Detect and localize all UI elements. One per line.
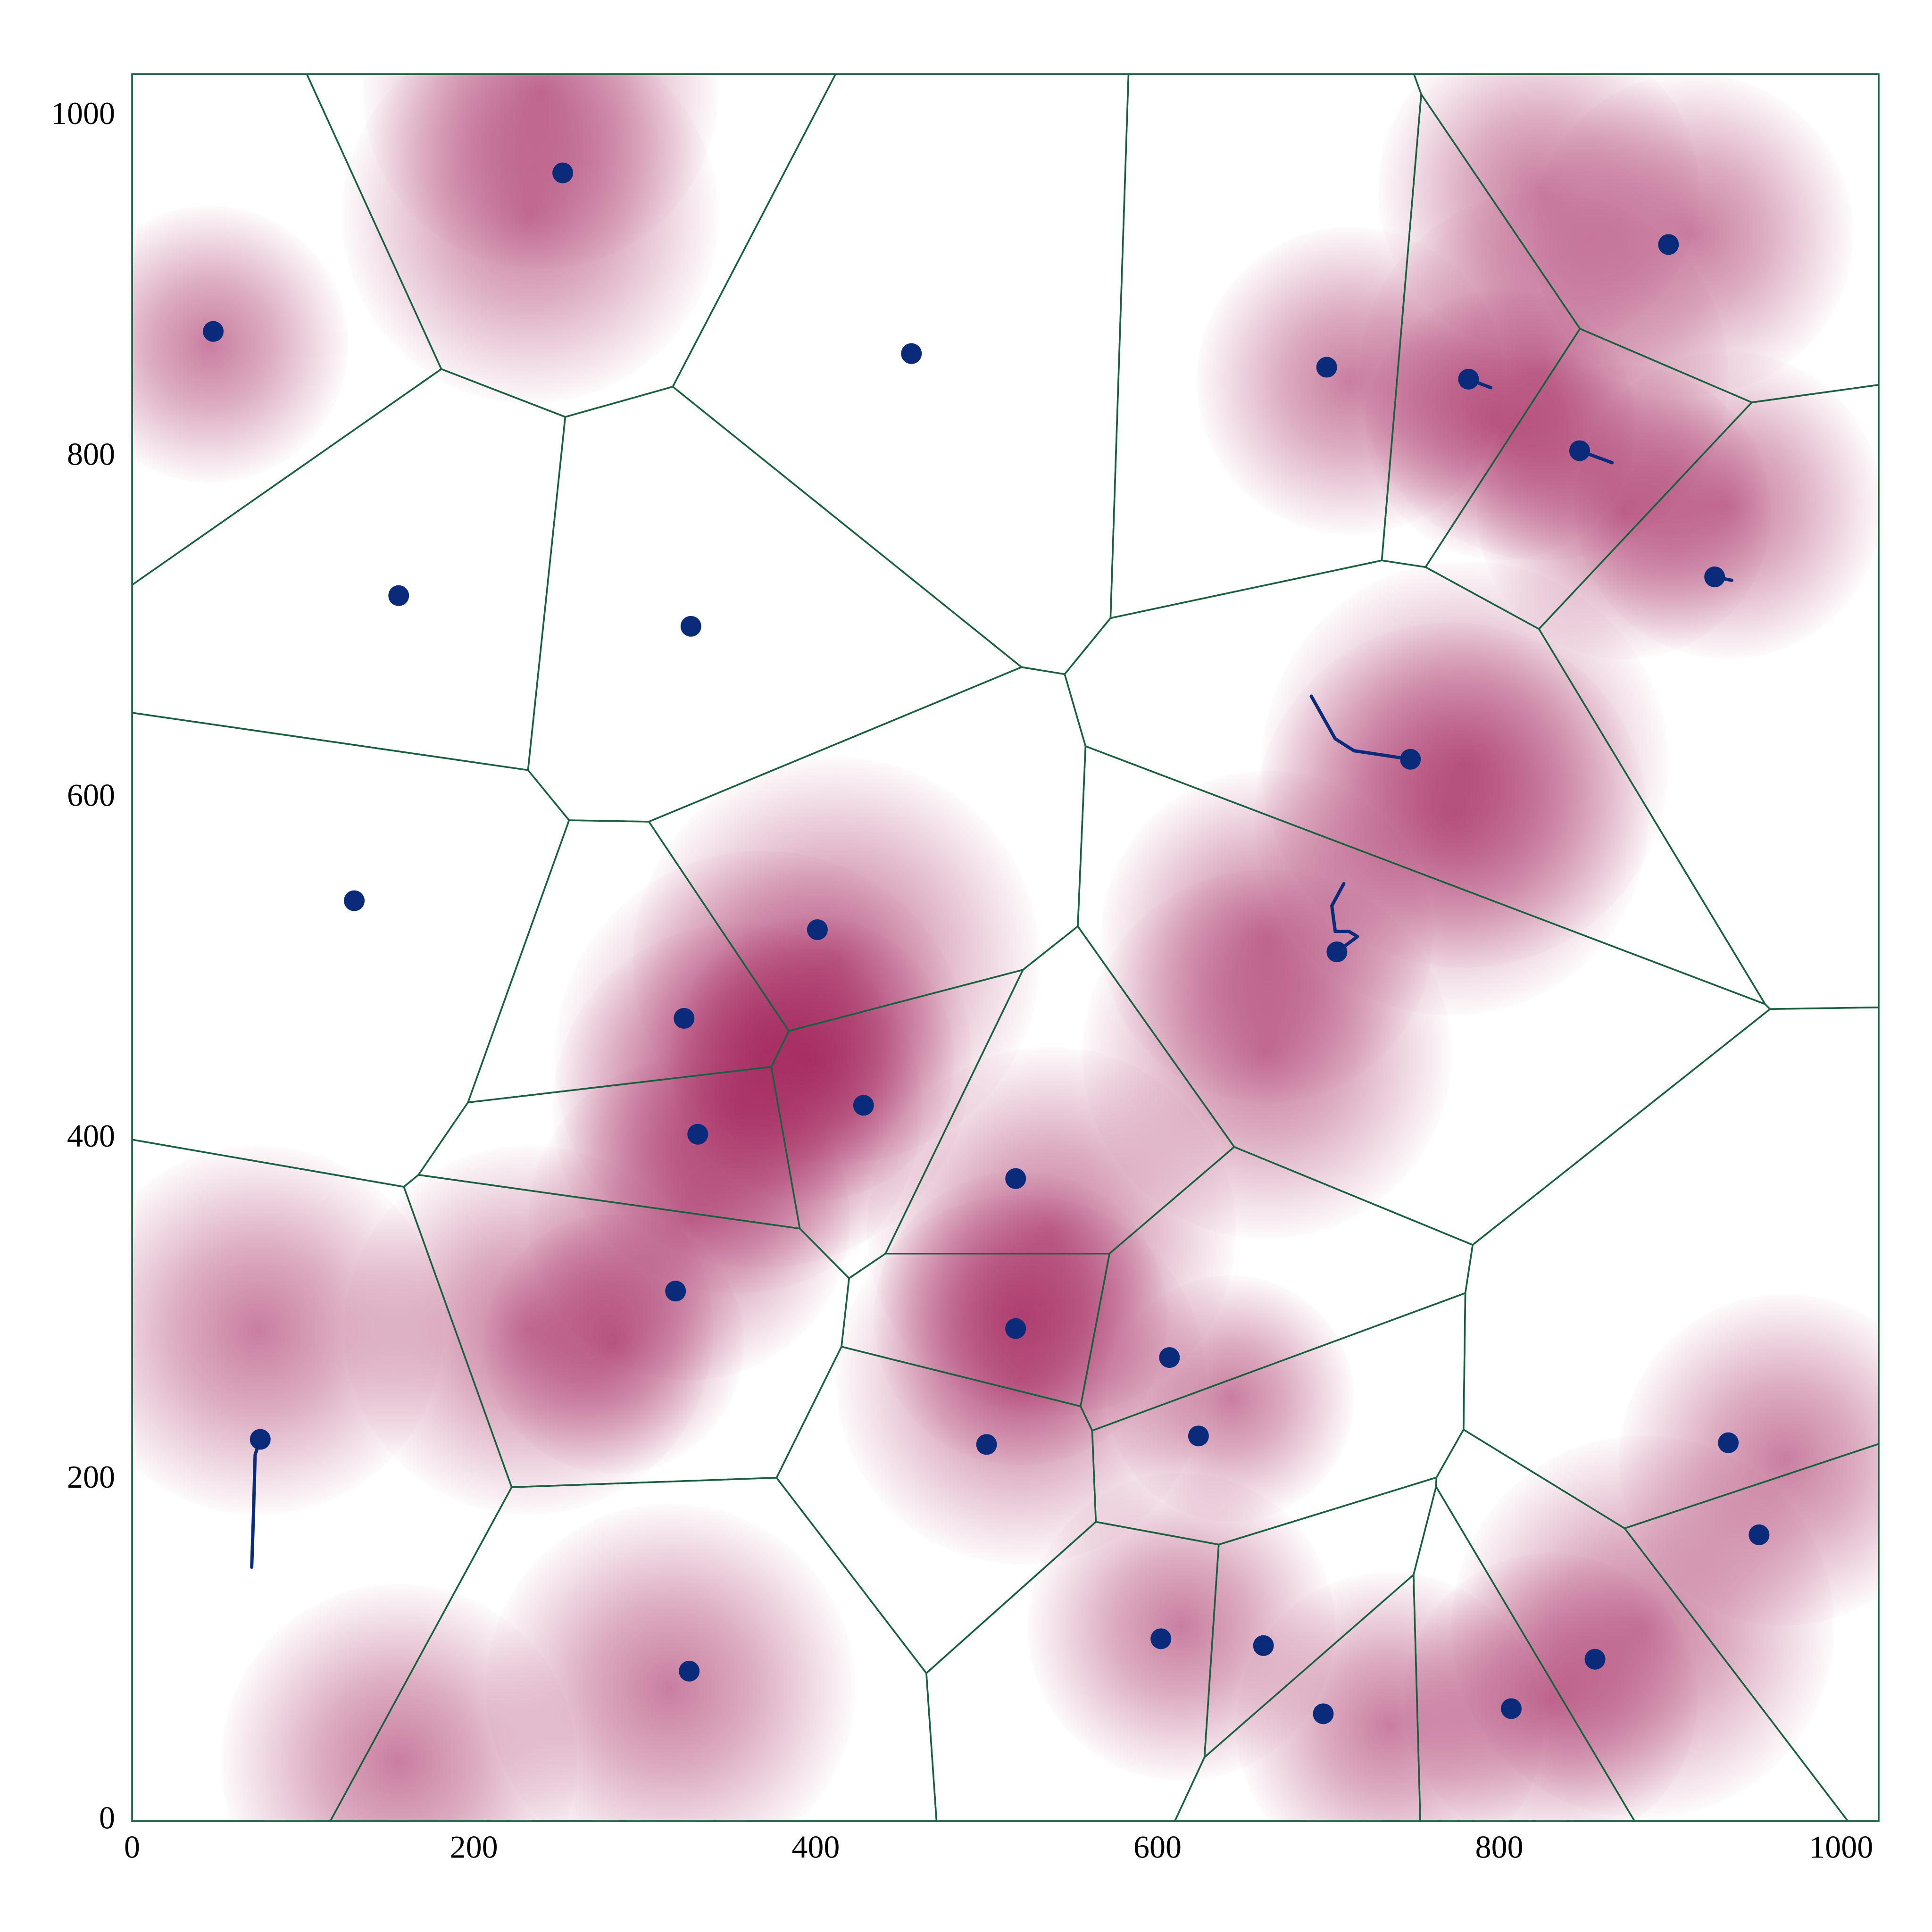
point	[1253, 1635, 1274, 1656]
density-blob	[836, 1195, 1206, 1565]
point	[680, 616, 701, 637]
x-tick-label: 400	[791, 1829, 840, 1865]
y-tick-label: 600	[67, 777, 115, 813]
x-tick-label: 1000	[1809, 1829, 1873, 1865]
trail	[1309, 694, 1412, 761]
voronoi-cell	[329, 1477, 938, 1821]
point	[901, 343, 922, 364]
point	[1159, 1347, 1180, 1368]
y-tick-label: 1000	[51, 95, 115, 131]
point	[1704, 566, 1725, 588]
point	[674, 1008, 695, 1029]
point	[1658, 234, 1679, 255]
point	[1188, 1425, 1209, 1447]
y-tick-label: 800	[67, 436, 115, 472]
density-blob	[486, 1503, 855, 1821]
point	[976, 1434, 997, 1455]
point	[344, 890, 365, 911]
voronoi-cell	[132, 1139, 513, 1821]
point	[1005, 1168, 1026, 1189]
point	[552, 162, 574, 183]
voronoi-layer	[132, 74, 1879, 1821]
voronoi-cell	[527, 386, 1023, 823]
point	[1150, 1628, 1172, 1649]
density-blob	[221, 1583, 576, 1821]
x-tick-label: 600	[1133, 1829, 1182, 1865]
point	[388, 585, 409, 606]
point	[1749, 1524, 1770, 1545]
point	[687, 1124, 708, 1145]
y-tick-label: 0	[99, 1800, 115, 1836]
trail	[1330, 882, 1359, 954]
density-blob	[363, 74, 718, 269]
point	[853, 1095, 874, 1116]
point	[807, 919, 828, 941]
point	[1326, 941, 1348, 963]
point	[203, 321, 224, 342]
density-layer	[132, 74, 1879, 1821]
point	[1718, 1432, 1739, 1453]
density-blob	[1532, 74, 1853, 395]
point	[1569, 440, 1590, 461]
point-layer	[203, 162, 1770, 1724]
density-blob	[1619, 1294, 1879, 1626]
density-blob	[132, 1146, 443, 1515]
voronoi-cell	[1435, 1429, 1849, 1821]
point	[1584, 1649, 1606, 1670]
voronoi-cell	[672, 74, 1130, 675]
x-tick-label: 800	[1475, 1829, 1524, 1865]
density-blob	[132, 206, 349, 483]
point	[1313, 1703, 1334, 1724]
point	[679, 1660, 700, 1682]
x-tick-label: 0	[124, 1829, 140, 1865]
point	[1500, 1698, 1522, 1719]
point	[665, 1281, 686, 1302]
point	[1005, 1318, 1026, 1339]
voronoi-cell	[132, 712, 570, 1188]
plot-frame	[131, 73, 1880, 1822]
y-tick-label: 200	[67, 1459, 115, 1495]
x-tick-label: 200	[450, 1829, 498, 1865]
density-blob	[344, 1145, 713, 1515]
point	[1316, 357, 1337, 378]
axis-layer: 0 200 400 600 800 1000 0 200 400 600 800 1000	[51, 95, 1873, 1865]
point	[250, 1429, 271, 1450]
point	[1400, 749, 1421, 770]
point	[1458, 368, 1479, 390]
y-tick-label: 400	[67, 1118, 115, 1154]
